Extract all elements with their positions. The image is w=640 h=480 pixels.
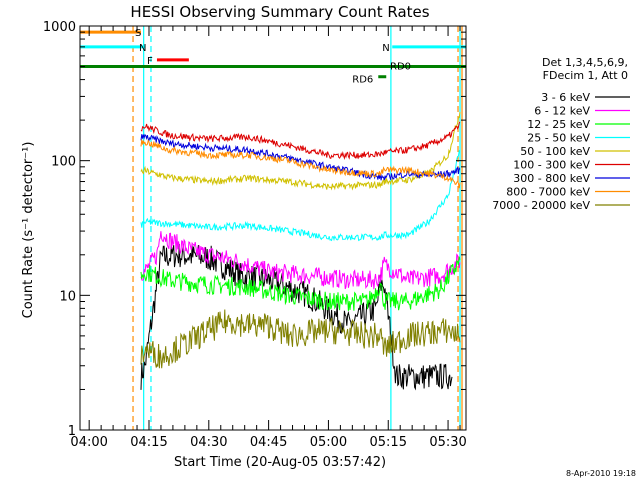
series-line-2 xyxy=(140,256,461,311)
legend-label-2: 12 - 25 keV xyxy=(527,118,590,131)
legend-label-4: 50 - 100 keV xyxy=(520,145,590,158)
legend-label-3: 25 - 50 keV xyxy=(527,132,590,145)
flag-label-2: F xyxy=(147,56,153,67)
legend-label-6: 300 - 800 keV xyxy=(513,172,590,185)
series-line-1 xyxy=(140,231,461,290)
series-line-4 xyxy=(140,112,461,191)
flag-label-1: N xyxy=(139,43,146,54)
x-tick-label-5: 05:15 xyxy=(370,435,407,450)
y-axis-label: Count Rate (s⁻¹ detector⁻¹) xyxy=(21,142,36,319)
series-line-8 xyxy=(140,309,461,369)
y-tick-label-1: 10 xyxy=(59,289,76,304)
chart-title: HESSI Observing Summary Count Rates xyxy=(130,3,429,21)
y-tick-label-3: 1000 xyxy=(43,20,76,35)
legend-label-1: 6 - 12 keV xyxy=(534,105,590,118)
legend-label-0: 3 - 6 keV xyxy=(541,91,590,104)
timestamp: 8-Apr-2010 19:18 xyxy=(566,469,636,478)
flag-label-0: S xyxy=(135,28,141,39)
legend-label-7: 800 - 7000 keV xyxy=(506,186,590,199)
flag-label-5: RD6 xyxy=(352,75,373,86)
series-line-3 xyxy=(140,149,461,242)
legend: Det 1,3,4,5,6,9, FDecim 1, Att 0 3 - 6 k… xyxy=(492,56,630,212)
x-tick-label-6: 05:30 xyxy=(429,435,466,450)
legend-label-8: 7000 - 20000 keV xyxy=(492,199,590,212)
series-line-0 xyxy=(140,243,453,391)
y-tick-label-0: 1 xyxy=(68,424,76,439)
x-axis-label: Start Time (20-Aug-05 03:57:42) xyxy=(174,455,386,470)
x-tick-label-0: 04:00 xyxy=(70,435,107,450)
legend-header-line-1: Det 1,3,4,5,6,9, xyxy=(542,56,628,69)
x-tick-label-1: 04:15 xyxy=(130,435,167,450)
x-tick-label-4: 05:00 xyxy=(310,435,347,450)
flag-label-4: RD0 xyxy=(390,62,411,73)
legend-label-5: 100 - 300 keV xyxy=(513,159,590,172)
flag-label-3: N xyxy=(382,43,389,54)
legend-header-line-2: FDecim 1, Att 0 xyxy=(543,69,628,82)
series-line-6 xyxy=(140,133,461,181)
series-line-7 xyxy=(140,139,461,189)
x-tick-label-2: 04:30 xyxy=(190,435,227,450)
series-line-5 xyxy=(140,121,461,161)
plot-frame xyxy=(79,25,467,431)
y-tick-label-2: 100 xyxy=(51,155,76,170)
x-tick-label-3: 04:45 xyxy=(250,435,287,450)
